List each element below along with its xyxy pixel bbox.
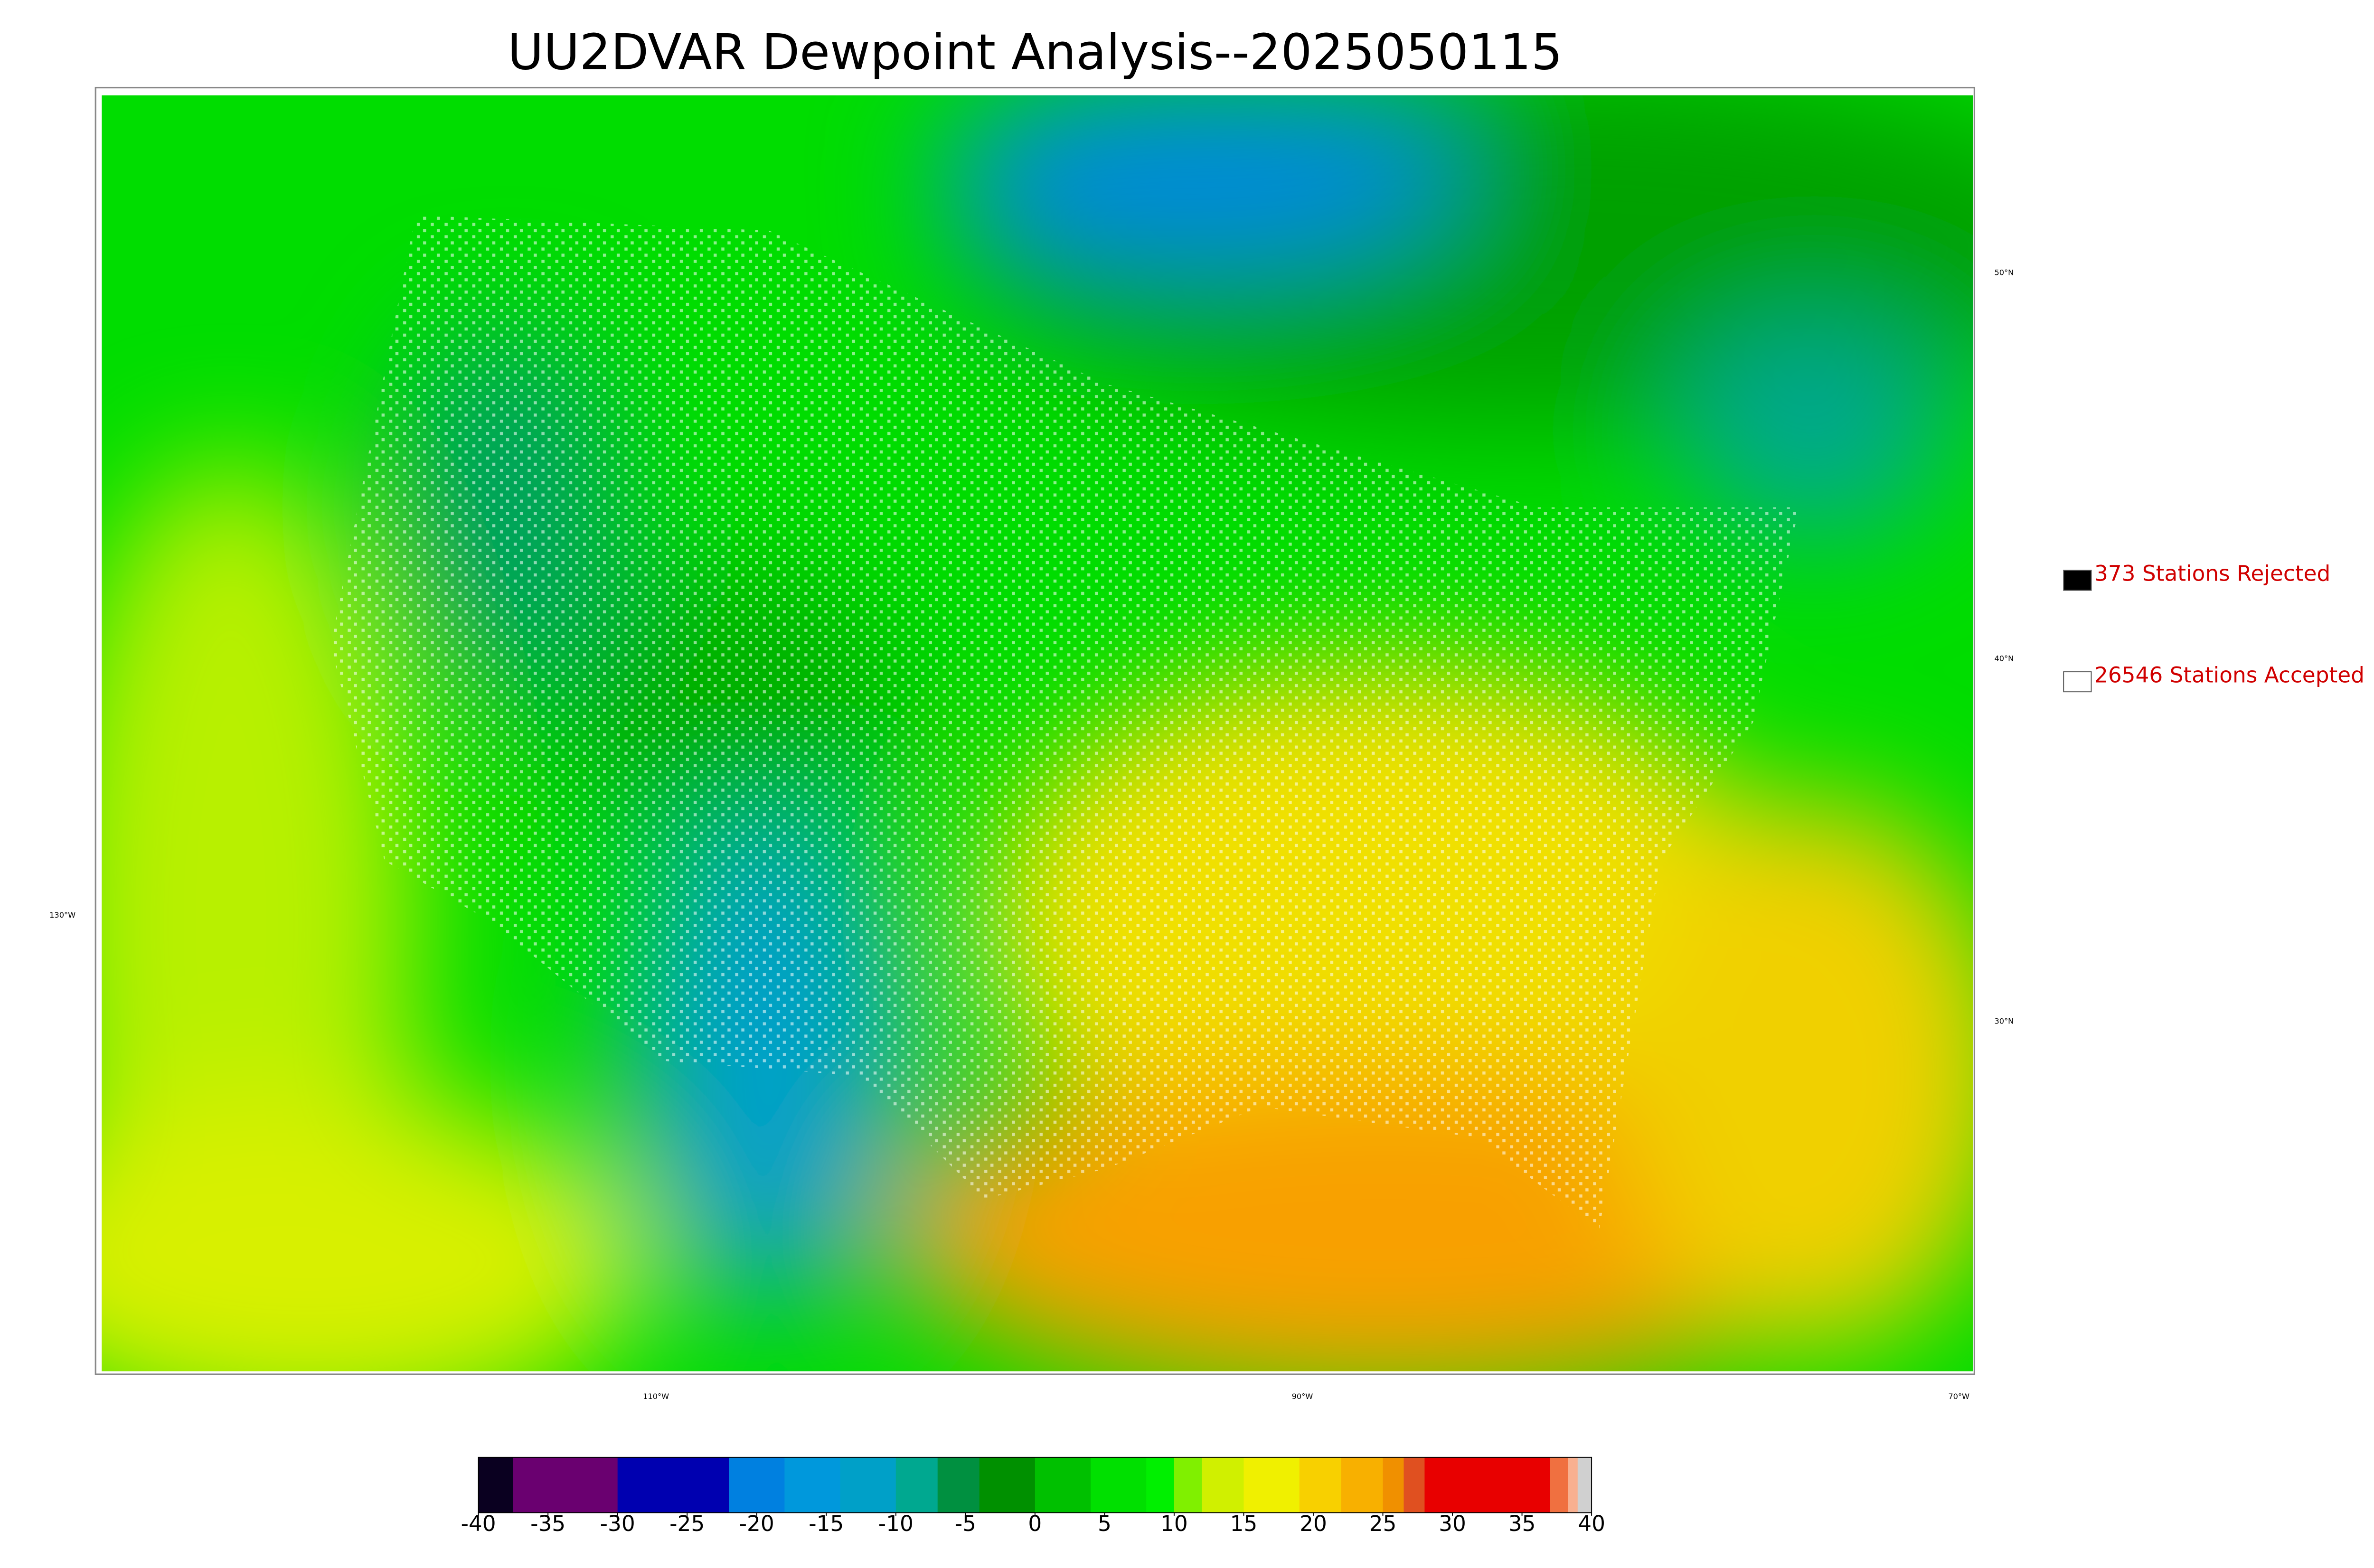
legend-swatch — [2063, 671, 2092, 693]
colorbar-segment — [1568, 1457, 1578, 1513]
colorbar-segment — [513, 1457, 618, 1513]
title: UU2DVAR Dewpoint Analysis--2025050115 — [508, 24, 1563, 81]
colorbar-tick-label: -40 — [461, 1511, 496, 1536]
colorbar-tick-label: 10 — [1160, 1511, 1188, 1536]
colorbar-segment — [478, 1457, 514, 1513]
colorbar-tick-label: -15 — [809, 1511, 844, 1536]
graticule-label: 130°W — [49, 911, 75, 920]
legend-label: 373 Stations Rejected — [2094, 561, 2330, 586]
colorbar-segment — [1299, 1457, 1342, 1513]
colorbar-segment — [1146, 1457, 1175, 1513]
graticule-label: 70°W — [1948, 1392, 1969, 1401]
colorbar-segment — [1091, 1457, 1147, 1513]
colorbar-tick-label: -35 — [530, 1511, 565, 1536]
colorbar-tick-label: -10 — [878, 1511, 914, 1536]
colorbar-segment — [1341, 1457, 1384, 1513]
colorbar-tick-label: 30 — [1439, 1511, 1466, 1536]
colorbar-segment — [784, 1457, 841, 1513]
colorbar-segment — [840, 1457, 896, 1513]
colorbar-segment — [1035, 1457, 1092, 1513]
legend: 373 Stations Rejected 26546 Stations Acce… — [2063, 561, 2365, 693]
colorbar-segment — [937, 1457, 980, 1513]
colorbar-segment — [729, 1457, 785, 1513]
colorbar-segment — [1424, 1457, 1551, 1513]
graticule-labels: 50°N 40°N 30°N 130°W 110°W 90°W 70°W — [49, 268, 2014, 1401]
colorbar-tick-label: 20 — [1300, 1511, 1327, 1536]
colorbar-segment — [617, 1457, 730, 1513]
colorbar-segment — [1383, 1457, 1404, 1513]
colorbar-tick-label: 5 — [1098, 1511, 1112, 1536]
colorbar-tick-label: 15 — [1230, 1511, 1258, 1536]
colorbar-segment — [1577, 1457, 1592, 1513]
colorbar-segment — [895, 1457, 938, 1513]
legend-swatch — [2063, 570, 2092, 591]
graticule-label: 40°N — [1995, 654, 2014, 663]
colorbar-segment — [1202, 1457, 1244, 1513]
colorbar-tick-label: -30 — [600, 1511, 635, 1536]
colorbar-tick-label: -5 — [955, 1511, 976, 1536]
colorbar-tick-label: 35 — [1508, 1511, 1536, 1536]
graticule-label: 50°N — [1995, 268, 2014, 277]
colorbar-tick-label: -20 — [739, 1511, 774, 1536]
map-frame — [94, 86, 1976, 1375]
colorbar-segment — [1404, 1457, 1425, 1513]
colorbar: -40 -35 -30 -25 -20 -15 -10 -5 0 5 10 15 20 25 30 35 40 — [461, 1456, 1605, 1536]
colorbar-tick-label: 0 — [1028, 1511, 1042, 1536]
graticule-label: 110°W — [643, 1392, 669, 1401]
colorbar-segment — [1550, 1457, 1569, 1513]
legend-label: 26546 Stations Accepted — [2094, 662, 2365, 687]
colorbar-segment — [1174, 1457, 1203, 1513]
colorbar-tick-label: -25 — [669, 1511, 705, 1536]
colorbar-tick-label: 40 — [1578, 1511, 1605, 1536]
graticule-label: 30°N — [1995, 1017, 2014, 1026]
colorbar-tick-label: 25 — [1369, 1511, 1397, 1536]
colorbar-segment — [979, 1457, 1036, 1513]
colorbar-segment — [1244, 1457, 1300, 1513]
dewpoint-field — [102, 95, 1973, 1371]
graticule-label: 90°W — [1292, 1392, 1313, 1401]
